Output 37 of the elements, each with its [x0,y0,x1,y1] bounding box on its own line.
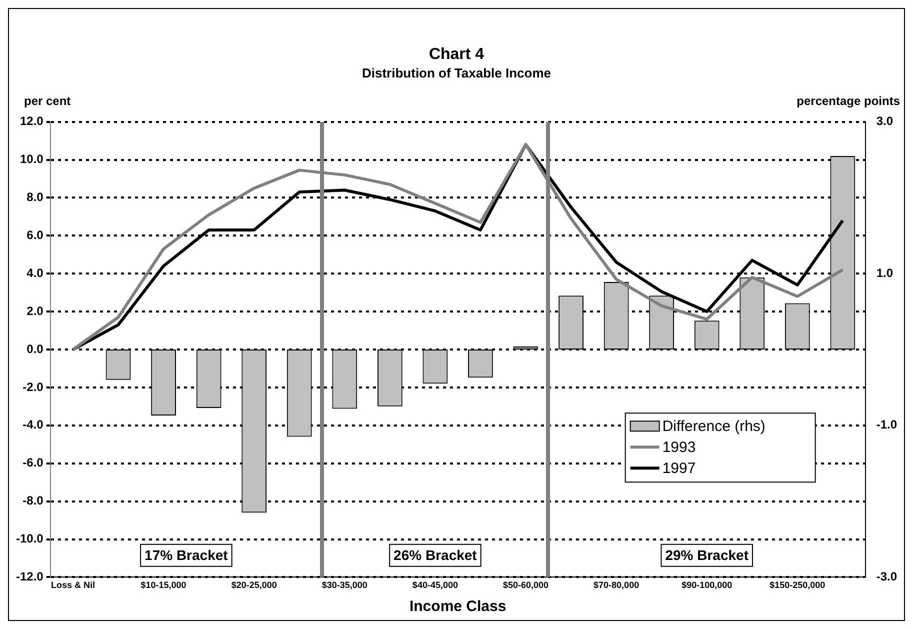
chart-subtitle: Distribution of Taxable Income [362,66,552,81]
y-tick-label: -8.0 [22,494,44,508]
y-tick-label: 8.0 [26,190,44,204]
x-tick-label: $50-60,000 [502,580,549,590]
x-axis-title: Income Class [409,598,506,616]
y-tick-label: -10.0 [16,532,44,546]
x-tick-label: $150-250,000 [770,580,826,590]
x-tick-label: $40-45,000 [412,580,458,590]
legend-label: 1997 [662,460,696,478]
y-tick-label: -12.0 [16,570,44,584]
x-tick-label: $10-15,000 [140,580,186,590]
legend-label: 1993 [662,439,696,456]
y-tick-label: -2.0 [22,380,44,394]
x-tick-label: $90-100,000 [682,580,732,590]
annotation: 17% Bracket [144,547,228,564]
y2-tick-label: -1.0 [876,418,898,432]
y-tick-label: 6.0 [26,228,44,242]
annotation: 29% Bracket [665,547,749,564]
y-tick-label: 12.0 [20,114,44,128]
y2-tick-label: 1.0 [876,266,894,280]
y-tick-label: 0.0 [26,342,44,356]
y2-tick-label: 3.0 [876,114,894,128]
y-tick-label: -6.0 [22,456,44,470]
y-tick-label: 10.0 [20,152,44,166]
x-tick-label: $20-25,000 [231,580,277,590]
y-tick-label: -4.0 [22,418,44,432]
annotation: 26% Bracket [394,547,478,564]
x-tick-label: $70-80,000 [594,580,640,590]
y-tick-label: 2.0 [26,304,44,318]
chart-title: Chart 4 [428,46,484,64]
y-axis-title: per cent [24,94,71,108]
y-tick-label: 4.0 [26,266,44,280]
legend-label: Difference (rhs) [662,418,766,436]
x-tick-label: Loss & Nil [50,580,95,590]
y2-axis-title: percentage points [796,94,900,108]
y2-tick-label: -3.0 [876,570,898,584]
x-tick-label: $30-35,000 [322,580,368,590]
